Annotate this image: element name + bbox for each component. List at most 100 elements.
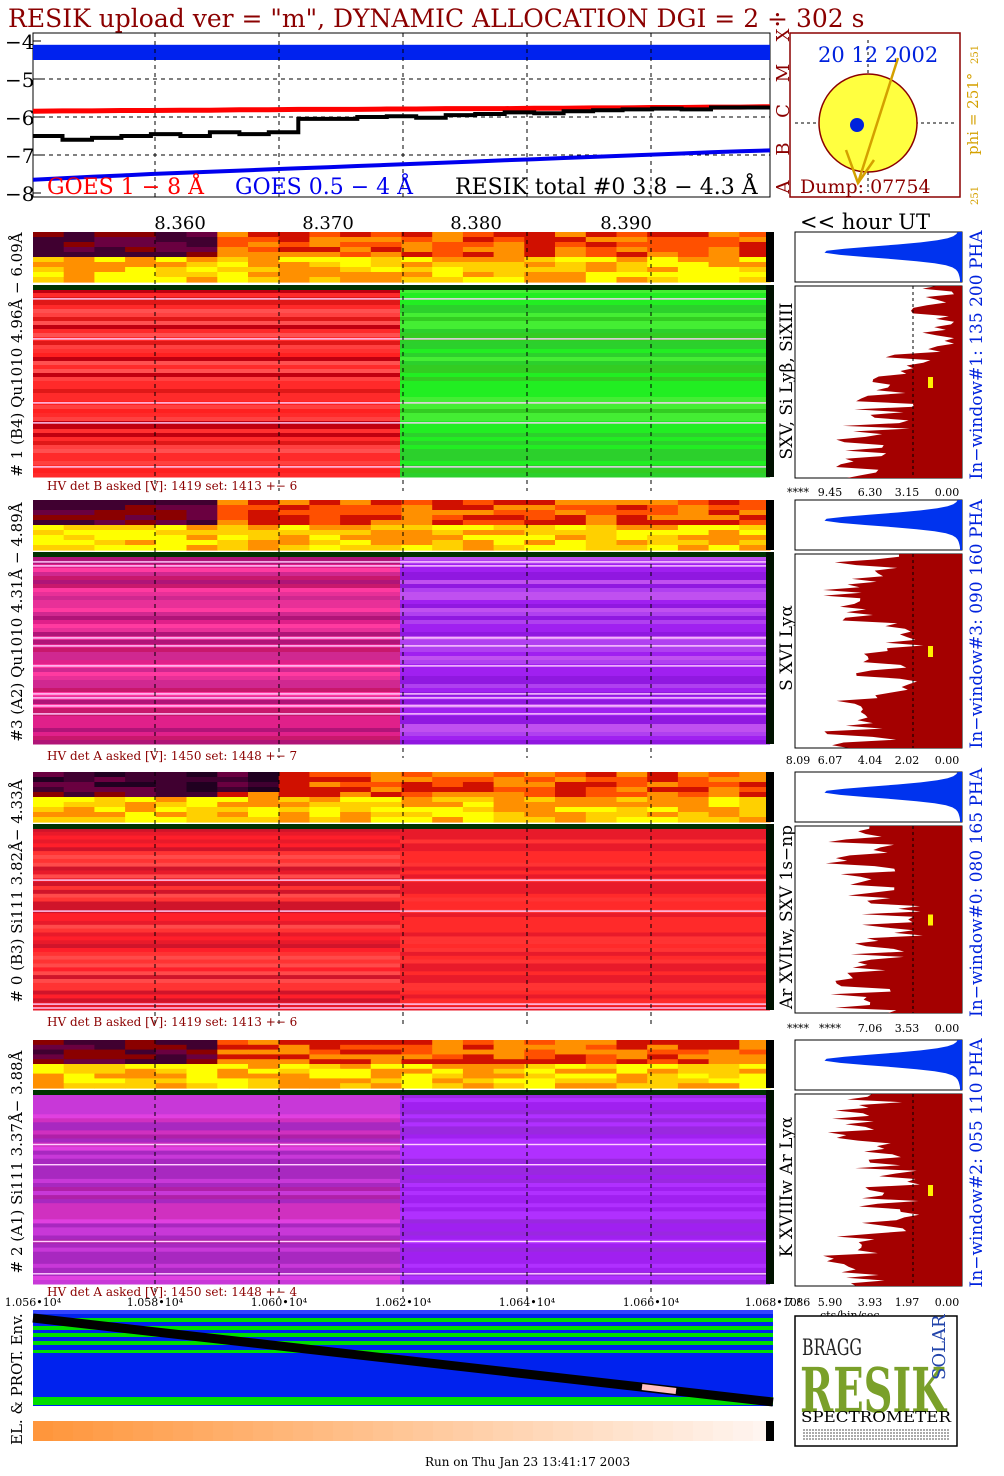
heat-cell <box>555 247 587 253</box>
spectrum-row-left <box>33 893 400 899</box>
heat-cell <box>33 787 65 793</box>
heat-cell <box>217 1059 249 1065</box>
spectrum-row-right <box>400 905 770 910</box>
spectrum-row-right <box>400 998 770 1003</box>
spectrum-row-left <box>33 437 400 442</box>
heat-cell <box>677 817 710 823</box>
heat-cell <box>33 257 65 263</box>
heat-cell <box>63 232 95 238</box>
heat-cell <box>278 797 310 803</box>
spectrum-row-left <box>33 928 400 933</box>
spectrum-row-right <box>400 1118 770 1123</box>
channel-top-heatmap <box>33 232 771 283</box>
heat-cell <box>63 515 95 521</box>
resik-logo: BRAGG RESIK SOLAR SPECTROMETER <box>794 1314 958 1447</box>
heat-cell <box>524 777 556 783</box>
spectrum-row-left <box>33 1203 400 1208</box>
heat-cell <box>739 787 771 793</box>
goes-class-letter: A <box>773 180 794 195</box>
heat-cell <box>708 232 740 238</box>
heat-cell <box>524 500 556 506</box>
heat-cell <box>432 1083 464 1089</box>
heat-cell <box>278 787 310 793</box>
heat-cell <box>739 792 771 798</box>
heat-cell <box>708 807 740 813</box>
spectrum-row-right <box>400 724 770 729</box>
spectrum-row-left <box>33 1098 400 1103</box>
spectrum-row-right <box>400 839 770 844</box>
heat-cell <box>63 1068 95 1075</box>
heat-cell <box>125 1078 157 1084</box>
hist-tick-label: 7.06 <box>858 1022 883 1035</box>
heat-cell <box>493 242 525 248</box>
heat-cell <box>340 802 372 808</box>
heat-cell <box>370 802 403 808</box>
heat-cell <box>401 535 433 541</box>
heat-cell <box>677 252 710 258</box>
spectrum-row-left <box>33 353 400 358</box>
spectrum-row-right <box>400 676 770 681</box>
heat-cell <box>739 1064 771 1070</box>
spectrum-row-left <box>33 720 400 725</box>
spectrum-row-left <box>33 660 400 665</box>
heat-cell <box>462 817 495 823</box>
spectrum-bright-line <box>33 422 770 424</box>
spectrum-row-left <box>33 449 400 454</box>
heat-cell <box>248 242 280 248</box>
heat-cell <box>340 540 372 546</box>
heat-cell <box>33 1040 65 1046</box>
heat-cell <box>616 505 648 511</box>
heat-cell <box>186 1064 218 1070</box>
heat-cell <box>217 277 249 283</box>
heat-cell <box>647 1059 679 1065</box>
spectrum-row-right <box>400 620 770 625</box>
spectrum-row-left <box>33 672 400 677</box>
heat-cell <box>555 812 587 818</box>
heat-cell <box>309 782 341 788</box>
heat-cell <box>63 540 95 546</box>
heat-cell <box>739 232 771 238</box>
heat-cell <box>340 525 372 531</box>
heat-cell <box>555 257 587 263</box>
heat-cell <box>401 792 433 798</box>
spectrum-row-left <box>33 1199 400 1204</box>
spectrum-row-left <box>33 990 400 995</box>
heat-cell <box>94 1054 126 1060</box>
heat-cell <box>217 505 249 511</box>
spectrum-row-right <box>400 1199 770 1204</box>
heat-cell <box>462 1078 495 1084</box>
spectrum-row-right <box>400 329 770 334</box>
channel-side-label: # 0 (B3) Si111 3.82Å− 4.33Å <box>8 779 26 1002</box>
spectrum-row-right <box>400 948 770 953</box>
spectrum-row-left <box>33 325 400 330</box>
spectrum-row-right <box>400 1280 770 1285</box>
logo-main: RESIK <box>800 1354 947 1427</box>
spectrum-bright-line <box>33 1007 770 1009</box>
goes-class-letter: M <box>773 64 794 82</box>
heat-cell <box>555 1059 587 1065</box>
heat-cell <box>186 1073 218 1079</box>
legend-resik-total: RESIK total #0 3.8 − 4.3 Å <box>455 172 759 200</box>
heat-cell <box>555 520 587 526</box>
spectrum-row-right <box>400 1178 770 1184</box>
footer-bar-segment <box>353 1421 374 1441</box>
heat-cell <box>63 535 95 541</box>
heat-cell <box>432 1068 464 1075</box>
heat-cell <box>462 772 495 778</box>
heat-cell <box>708 247 740 253</box>
heat-cell <box>677 1044 710 1051</box>
heat-cell <box>616 1044 648 1051</box>
footer-bar-segment <box>533 1421 554 1441</box>
spectrum-row-right <box>400 341 770 346</box>
heat-cell <box>401 772 433 778</box>
heat-cell <box>524 787 556 793</box>
heat-cell <box>524 1049 556 1055</box>
channel-line-label: Ar XVIIw, SXV 1s−np <box>777 825 797 1010</box>
heat-cell <box>278 510 310 516</box>
heat-cell <box>432 232 464 238</box>
heat-cell <box>616 797 648 803</box>
heat-cell <box>340 782 372 788</box>
spectrum-row-left <box>33 425 400 430</box>
hist-tick-label: 0.00 <box>935 1296 960 1309</box>
energy-tick-label: 1.062•10⁴ <box>375 1296 432 1309</box>
